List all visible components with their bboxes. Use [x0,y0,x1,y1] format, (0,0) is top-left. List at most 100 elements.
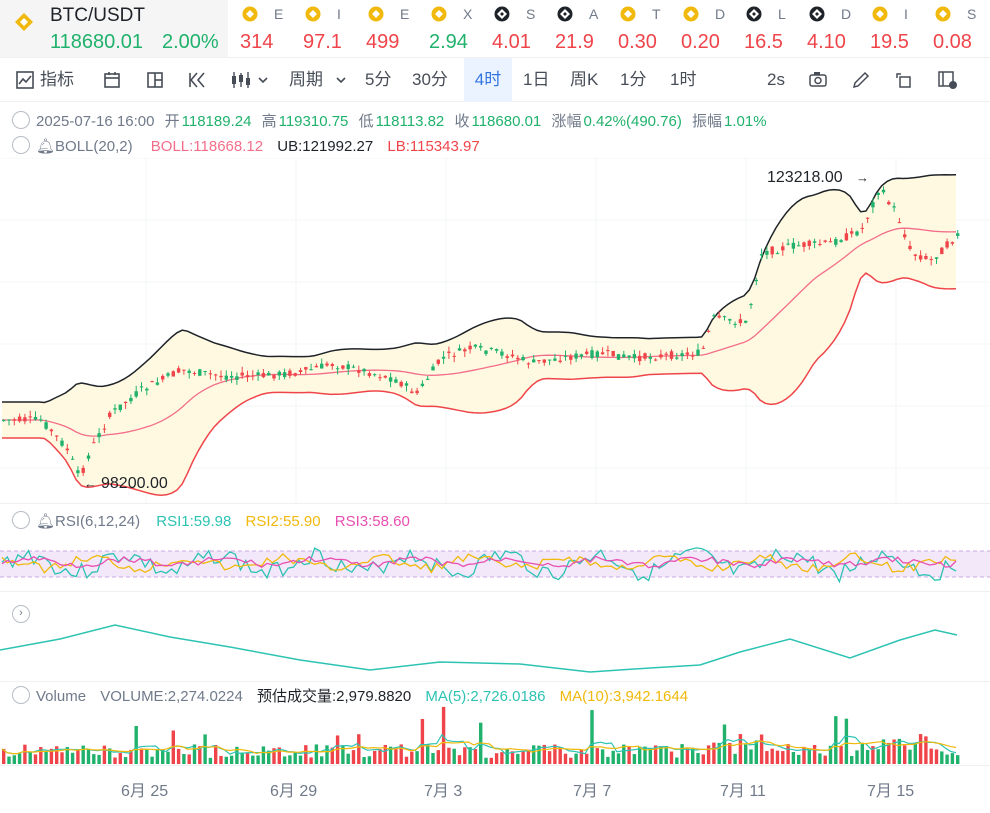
ticker-symbol: S [526,6,536,22]
volume-bar [150,756,154,764]
indicators-button[interactable]: 指标 [40,70,74,89]
candle-body [92,442,96,444]
volume-bar [728,742,732,764]
interval-1m[interactable]: 1分 [620,70,647,89]
bell-icon[interactable]: 🔔︎ [36,513,56,530]
ticker-bar: BTC/USDT 118680.01 2.00% E 314 I 97.1 E 499 X 2… [0,0,990,58]
candle-body [102,428,107,430]
candle-body [288,370,292,376]
camera-icon[interactable] [808,70,828,88]
candle-body [643,353,647,359]
ticker-main-btc[interactable]: BTC/USDT 118680.01 2.00% [0,0,228,57]
volume-bar [17,753,22,764]
ticker-item[interactable]: A 21.9 [543,0,606,57]
period-dropdown[interactable]: 周期 [289,70,323,89]
candle-body [139,386,144,388]
ticker-item[interactable]: E 314 [228,0,291,57]
ticker-item[interactable]: S 0.08 [921,0,984,57]
chevron-down-icon[interactable] [258,76,268,84]
candle-body [685,352,690,355]
volume-bar [357,734,361,764]
candle-body [844,233,849,241]
indicator3-chart[interactable] [0,592,990,682]
volume-bar [913,743,917,764]
candle-body [394,379,398,383]
interval-30m[interactable]: 30分 [412,70,448,89]
amplitude-label: 振幅 [692,113,723,130]
bell-icon[interactable]: 🔔︎ [36,138,56,155]
volume-legend: Volume VOLUME:2,274.0224 预估成交量:2,979.882… [12,685,694,706]
volume-bar [823,755,827,764]
rsi-chart[interactable] [0,532,990,592]
candle-body [786,243,790,245]
ticker-item[interactable]: D 0.20 [669,0,732,57]
candle-body [569,356,573,360]
interval-1h[interactable]: 1时 [670,70,697,89]
candle-body [28,416,32,418]
candle-body [86,455,91,459]
ticker-item[interactable]: I 97.1 [291,0,354,57]
volume-bar [701,754,705,764]
candle-body [934,257,939,259]
candle-body [765,250,769,255]
volume-bar [473,749,478,764]
volume-bar [855,750,859,764]
last-price: 118680.01 [50,31,144,53]
volume-bar [839,745,843,764]
refresh-rate[interactable]: 2s [767,70,785,89]
volume-chart[interactable] [0,706,990,766]
price-change: 2.00% [162,31,219,53]
expand-icon[interactable] [893,70,913,90]
candle-body [457,348,462,351]
collapse-toggle-icon[interactable] [12,136,30,154]
candle-body [388,377,393,382]
binance-chain-icon [746,6,762,22]
candlesticks [2,186,960,478]
candle-body [823,240,827,242]
candle-body [781,246,785,251]
collapse-toggle-icon[interactable] [12,511,30,529]
price-chart[interactable]: 123218.00 → ← 98200.00 [0,158,990,504]
ticker-item[interactable]: S 4.01 [480,0,543,57]
candle-body [828,241,833,243]
volume-bar [468,747,472,764]
collapse-toggle-icon[interactable] [12,111,30,129]
ticker-item[interactable]: D 4.10 [795,0,858,57]
layout-icon[interactable] [146,71,164,89]
candle-body [155,382,160,385]
open-label: 开 [164,113,180,130]
interval-5m[interactable]: 5分 [365,70,392,89]
indicator-icon[interactable] [16,71,34,89]
candle-body [198,369,202,376]
volume-bar [770,748,774,764]
chevron-down-icon[interactable] [336,76,346,84]
volume-bar [219,755,223,764]
volume-bar [325,745,329,764]
volume-bar [537,745,541,764]
volume-bar [908,749,912,764]
calendar-icon[interactable] [103,71,121,89]
high-annotation: 123218.00 [767,169,843,186]
ticker-item[interactable]: E 499 [354,0,417,57]
ticker-item[interactable]: L 16.5 [732,0,795,57]
volume-bar [97,754,101,764]
collapse-toggle-icon[interactable] [12,686,30,704]
interval-1d[interactable]: 1日 [523,70,550,89]
candle-body [759,254,764,256]
settings-layout-icon[interactable] [937,70,959,90]
chevron-right-icon[interactable]: › [12,605,30,623]
volume-bar [749,749,753,764]
ticker-item[interactable]: X 2.94 [417,0,480,57]
volume-bar [934,749,939,764]
replay-icon[interactable] [188,71,208,89]
bnb-icon [935,6,951,22]
rsi3-value: RSI3:58.60 [334,513,410,530]
interval-1w[interactable]: 周K [570,70,599,89]
candle-type-icon[interactable] [230,70,252,90]
boll-ub: UB:121992.27 [277,138,374,155]
interval-4h[interactable]: 4时 [464,58,512,102]
volume-bar [659,746,663,764]
ticker-item[interactable]: T 0.30 [606,0,669,57]
ticker-item[interactable]: I 19.5 [858,0,921,57]
pencil-icon[interactable] [851,70,871,90]
